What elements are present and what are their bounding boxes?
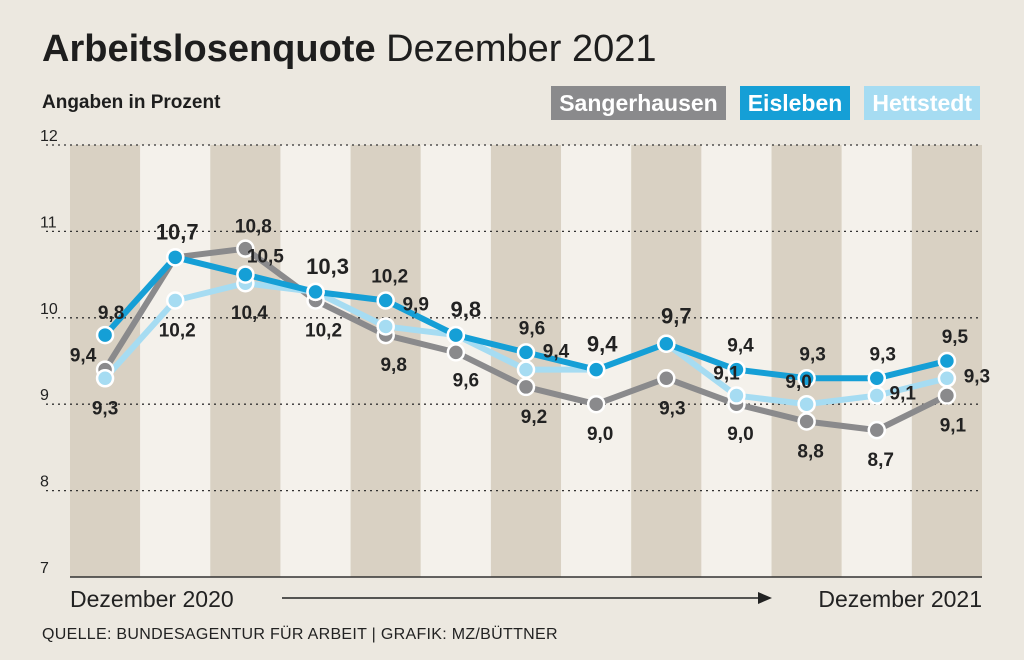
data-label-sangerhausen: 9,4 bbox=[70, 346, 97, 367]
data-point-hettstedt bbox=[165, 291, 185, 310]
y-tick-label: 7 bbox=[40, 560, 49, 577]
data-point-hettstedt bbox=[867, 386, 887, 405]
data-label-hettstedt: 9,3 bbox=[964, 366, 990, 387]
column-band bbox=[140, 145, 211, 577]
data-label-sangerhausen: 9,6 bbox=[453, 370, 479, 391]
data-label-eisleben: 10,2 bbox=[371, 267, 408, 288]
time-arrow-head bbox=[758, 592, 772, 604]
chart-points bbox=[95, 239, 957, 440]
data-label-eisleben: 10,7 bbox=[156, 219, 199, 244]
chart-bands bbox=[70, 145, 982, 577]
data-point-hettstedt bbox=[727, 386, 746, 405]
data-point-hettstedt bbox=[797, 394, 816, 414]
data-label-sangerhausen: 9,3 bbox=[659, 398, 685, 419]
data-label-eisleben: 9,3 bbox=[870, 344, 896, 365]
y-axis-ticks: 7 8 9 10 11 12 bbox=[40, 128, 58, 577]
data-label-hettstedt: 9,0 bbox=[785, 372, 811, 393]
x-end-label: Dezember 2021 bbox=[818, 586, 982, 612]
y-tick-label: 12 bbox=[40, 128, 58, 145]
data-label-eisleben: 9,5 bbox=[942, 327, 969, 348]
legend-item-eisleben: Eisleben bbox=[739, 86, 851, 120]
x-start-label: Dezember 2020 bbox=[70, 586, 234, 612]
data-point-sangerhausen bbox=[937, 386, 957, 405]
data-point-eisleben bbox=[376, 291, 395, 310]
chart-subtitle: Angaben in Prozent bbox=[42, 92, 221, 113]
data-label-sangerhausen: 9,1 bbox=[940, 416, 967, 437]
data-label-sangerhausen: 8,8 bbox=[797, 441, 823, 462]
data-label-hettstedt: 9,3 bbox=[92, 398, 118, 419]
data-point-eisleben bbox=[586, 360, 606, 379]
data-point-eisleben bbox=[516, 343, 536, 362]
data-label-eisleben: 10,5 bbox=[247, 247, 284, 268]
chart-title-main: Arbeitslosenquote bbox=[42, 28, 376, 70]
data-point-sangerhausen bbox=[446, 343, 466, 362]
legend: Sangerhausen Eisleben Hettstedt bbox=[551, 86, 980, 120]
data-point-sangerhausen bbox=[236, 239, 255, 258]
data-point-hettstedt bbox=[95, 369, 115, 388]
data-label-eisleben: 9,3 bbox=[799, 344, 825, 365]
data-point-eisleben bbox=[727, 360, 746, 379]
data-label-sangerhausen: 10,2 bbox=[305, 321, 342, 342]
data-point-eisleben bbox=[95, 325, 115, 345]
y-tick-label: 10 bbox=[40, 301, 58, 318]
data-label-eisleben: 9,4 bbox=[587, 332, 618, 357]
data-point-hettstedt bbox=[937, 369, 957, 388]
data-label-hettstedt: 9,1 bbox=[713, 364, 740, 385]
column-band bbox=[210, 145, 281, 577]
data-label-sangerhausen: 9,0 bbox=[587, 424, 613, 445]
chart-grid bbox=[46, 144, 982, 492]
legend-item-hettstedt: Hettstedt bbox=[864, 86, 980, 120]
data-label-hettstedt: 9,9 bbox=[402, 294, 428, 315]
column-band bbox=[280, 145, 351, 577]
data-point-eisleben bbox=[165, 248, 185, 267]
data-label-eisleben: 9,4 bbox=[727, 336, 754, 357]
y-tick-label: 11 bbox=[40, 214, 57, 231]
data-label-sangerhausen: 9,8 bbox=[380, 355, 406, 376]
data-label-hettstedt: 9,4 bbox=[543, 342, 570, 363]
data-label-sangerhausen: 10,8 bbox=[235, 217, 272, 238]
data-point-eisleben bbox=[446, 325, 466, 345]
data-point-eisleben bbox=[797, 369, 816, 388]
legend-item-sangerhausen: Sangerhausen bbox=[551, 86, 726, 120]
data-label-eisleben: 9,8 bbox=[98, 303, 124, 324]
data-point-eisleben bbox=[306, 282, 325, 302]
data-label-hettstedt: 9,1 bbox=[890, 384, 917, 405]
data-label-sangerhausen: 9,0 bbox=[727, 424, 753, 445]
column-band bbox=[771, 145, 842, 577]
y-tick-label: 8 bbox=[40, 474, 49, 491]
chart-title: Arbeitslosenquote Dezember 2021 bbox=[42, 28, 657, 71]
chart-value-labels: 9,4 10,8 10,2 9,8 9,6 9,2 9,0 9,3 9,0 8,8 8,7 9,1 9,… bbox=[70, 217, 990, 471]
chart-title-date: Dezember 2021 bbox=[386, 28, 657, 70]
column-band bbox=[841, 145, 912, 577]
data-label-hettstedt: 10,4 bbox=[231, 303, 268, 324]
data-point-eisleben bbox=[937, 351, 957, 371]
data-label-sangerhausen: 9,2 bbox=[521, 407, 547, 428]
data-label-hettstedt: 10,2 bbox=[159, 321, 196, 342]
data-label-eisleben: 9,7 bbox=[661, 304, 692, 329]
data-point-hettstedt bbox=[516, 360, 536, 379]
data-point-hettstedt bbox=[376, 317, 395, 336]
data-label-eisleben: 9,8 bbox=[451, 297, 482, 322]
y-tick-label: 9 bbox=[40, 387, 49, 404]
data-point-eisleben bbox=[236, 265, 255, 284]
data-point-eisleben bbox=[867, 369, 887, 388]
data-label-sangerhausen: 8,7 bbox=[868, 450, 894, 471]
data-point-sangerhausen bbox=[516, 377, 536, 397]
column-band bbox=[350, 145, 421, 577]
data-point-eisleben bbox=[657, 334, 676, 353]
data-point-sangerhausen bbox=[657, 369, 676, 388]
data-point-sangerhausen bbox=[586, 394, 606, 414]
data-label-eisleben: 10,3 bbox=[306, 254, 349, 279]
source-note: QUELLE: BUNDESAGENTUR FÜR ARBEIT | GRAFI… bbox=[42, 626, 558, 643]
data-point-sangerhausen bbox=[797, 412, 816, 431]
data-label-eisleben: 9,6 bbox=[519, 318, 545, 339]
data-point-sangerhausen bbox=[867, 420, 887, 440]
